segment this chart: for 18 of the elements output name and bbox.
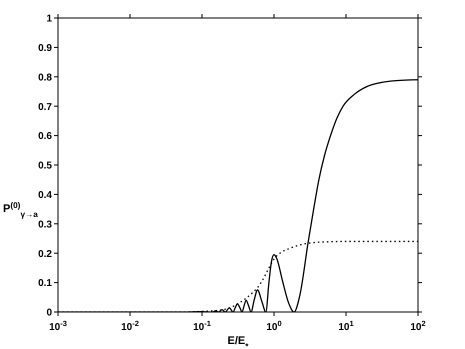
y-tick-label: 0 (46, 308, 52, 319)
y-tick-label: 0.7 (38, 102, 52, 113)
y-tick-label: 0.8 (38, 72, 52, 84)
y-tick-label: 0.5 (38, 160, 52, 172)
y-tick-label: 0.4 (38, 190, 52, 201)
y-tick-label: 0.2 (38, 248, 52, 260)
y-tick-label: 0.6 (38, 131, 52, 142)
y-tick-label: 0.1 (38, 278, 52, 290)
y-tick-label: 0.3 (38, 219, 52, 230)
x-axis-title: E/E$_{*}$ (228, 335, 250, 349)
x-tick-label: 10$^{2}$ (410, 318, 426, 333)
x-tick-label: 10$^{-1}$ (193, 318, 211, 333)
y-tick-label: 1 (46, 14, 52, 25)
y-tick-label: 0.9 (38, 42, 52, 54)
x-tick-label: 10$^{0}$ (266, 318, 282, 333)
x-tick-label: 10$^{-3}$ (49, 318, 67, 333)
x-tick-label: 10$^{-2}$ (121, 318, 139, 333)
x-tick-label: 10$^{1}$ (338, 318, 354, 333)
